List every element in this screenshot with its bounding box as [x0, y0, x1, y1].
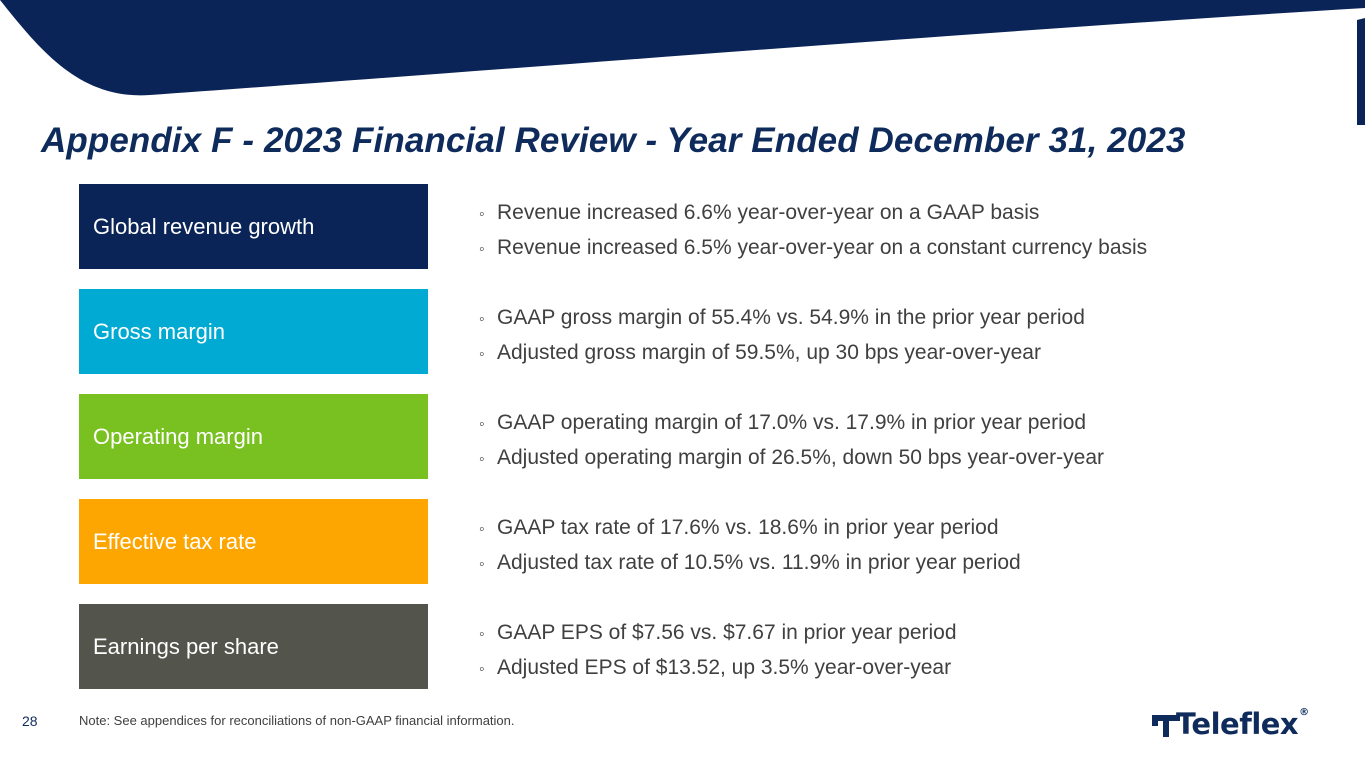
metric-label: Effective tax rate — [93, 528, 257, 554]
bullet-text: GAAP operating margin of 17.0% vs. 17.9%… — [497, 411, 1087, 434]
header-banner — [0, 0, 1365, 125]
bullet-glyph: ◦ — [479, 556, 485, 573]
bullet-item: ◦ Adjusted gross margin of 59.5%, up 30 b… — [479, 336, 1085, 371]
bullet-item: ◦ GAAP EPS of $7.56 vs. $7.67 in prior ye… — [479, 616, 957, 651]
bullet-text: GAAP EPS of $7.56 vs. $7.67 in prior yea… — [497, 621, 957, 644]
footnote: Note: See appendices for reconciliations… — [79, 713, 515, 728]
metric-label-box: Operating margin — [79, 394, 428, 479]
bullet-text: Adjusted gross margin of 59.5%, up 30 bp… — [497, 341, 1041, 364]
bullet-item: ◦ Adjusted operating margin of 26.5%, dow… — [479, 441, 1104, 476]
bullet-text: Adjusted tax rate of 10.5% vs. 11.9% in … — [497, 551, 1021, 574]
page-title: Appendix F - 2023 Financial Review - Yea… — [41, 121, 1186, 160]
bullet-item: ◦ Revenue increased 6.5% year-over-year o… — [479, 231, 1147, 266]
teleflex-logo: Teleflex® — [1176, 707, 1309, 741]
metric-label-box: Gross margin — [79, 289, 428, 374]
metric-label: Global revenue growth — [93, 213, 315, 239]
bullet-glyph: ◦ — [479, 206, 485, 223]
metric-bullets: ◦ GAAP tax rate of 17.6% vs. 18.6% in pri… — [479, 511, 1021, 581]
metric-bullets: ◦ GAAP operating margin of 17.0% vs. 17.9… — [479, 406, 1104, 476]
teleflex-logo-icon — [1152, 715, 1180, 737]
bullet-text: Adjusted EPS of $13.52, up 3.5% year-ove… — [497, 656, 952, 679]
bullet-glyph: ◦ — [479, 241, 485, 258]
bullet-glyph: ◦ — [479, 451, 485, 468]
metric-label-box: Earnings per share — [79, 604, 428, 689]
bullet-text: Adjusted operating margin of 26.5%, down… — [497, 446, 1105, 469]
bullet-item: ◦ Adjusted EPS of $13.52, up 3.5% year-ov… — [479, 651, 957, 686]
bullet-glyph: ◦ — [479, 416, 485, 433]
bullet-glyph: ◦ — [479, 311, 485, 328]
bullet-item: ◦ GAAP operating margin of 17.0% vs. 17.9… — [479, 406, 1104, 441]
metric-label: Earnings per share — [93, 633, 279, 659]
metric-row-effective-tax-rate: Effective tax rate ◦ GAAP tax rate of 17.… — [79, 499, 1279, 584]
bullet-text: GAAP tax rate of 17.6% vs. 18.6% in prio… — [497, 516, 999, 539]
bullet-glyph: ◦ — [479, 626, 485, 643]
metric-label-box: Global revenue growth — [79, 184, 428, 269]
metric-label: Gross margin — [93, 318, 226, 344]
metric-bullets: ◦ GAAP EPS of $7.56 vs. $7.67 in prior ye… — [479, 616, 957, 686]
bullet-text: Revenue increased 6.5% year-over-year on… — [497, 236, 1148, 259]
bullet-item: ◦ GAAP tax rate of 17.6% vs. 18.6% in pri… — [479, 511, 1021, 546]
bullet-item: ◦ Adjusted tax rate of 10.5% vs. 11.9% in… — [479, 546, 1021, 581]
registered-mark: ® — [1299, 707, 1309, 718]
metric-bullets: ◦ Revenue increased 6.6% year-over-year o… — [479, 196, 1147, 266]
bullet-glyph: ◦ — [479, 346, 485, 363]
metric-label: Operating margin — [93, 423, 263, 449]
banner-shape — [0, 0, 1365, 96]
metric-row-earnings-per-share: Earnings per share ◦ GAAP EPS of $7.56 vs… — [79, 604, 1279, 689]
bullet-text: GAAP gross margin of 55.4% vs. 54.9% in … — [497, 306, 1085, 329]
metric-row-gross-margin: Gross margin ◦ GAAP gross margin of 55.4%… — [79, 289, 1279, 374]
bullet-glyph: ◦ — [479, 521, 485, 538]
bullet-item: ◦ Revenue increased 6.6% year-over-year o… — [479, 196, 1147, 231]
page-number: 28 — [22, 713, 38, 729]
metric-row-global-revenue-growth: Global revenue growth ◦ Revenue increased… — [79, 184, 1279, 269]
bullet-item: ◦ GAAP gross margin of 55.4% vs. 54.9% in… — [479, 301, 1085, 336]
metric-row-operating-margin: Operating margin ◦ GAAP operating margin … — [79, 394, 1279, 479]
banner-side-shape — [1357, 18, 1365, 125]
bullet-text: Revenue increased 6.6% year-over-year on… — [497, 201, 1040, 224]
bullet-glyph: ◦ — [479, 661, 485, 678]
logo-text: Teleflex — [1176, 707, 1299, 741]
metric-bullets: ◦ GAAP gross margin of 55.4% vs. 54.9% in… — [479, 301, 1085, 371]
metric-label-box: Effective tax rate — [79, 499, 428, 584]
